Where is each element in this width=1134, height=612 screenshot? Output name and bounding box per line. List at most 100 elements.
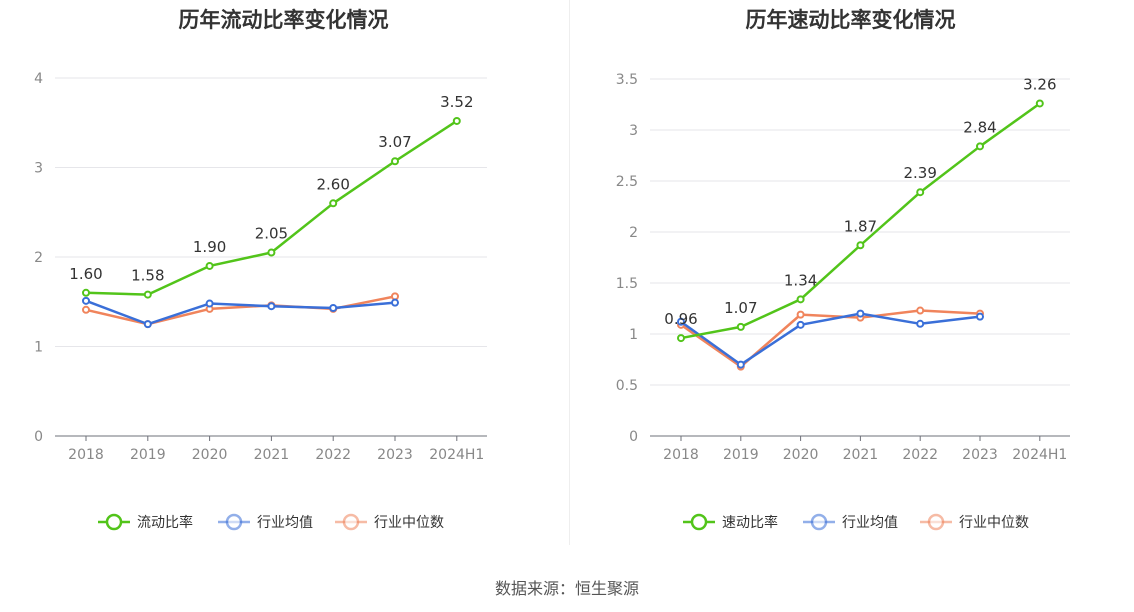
quick-ratio-panel: 历年速动比率变化情况 0 0.5 1 1.5 2 2.5 3 3.5 2018 2019 2020 2… — [567, 0, 1134, 560]
quick-ratio-chart: 0 0.5 1 1.5 2 2.5 3 3.5 2018 2019 2020 2021 2022 2023… — [616, 72, 1070, 531]
data-point — [391, 157, 399, 166]
data-point — [391, 298, 399, 307]
current-ratio-panel: 历年流动比率变化情况 0 1 2 3 4 2018 2019 2020 2021 2022 2023… — [0, 0, 567, 560]
legend-label: 行业均值 — [257, 515, 313, 531]
y-tick-label: 2 — [629, 225, 638, 241]
data-label: 2.39 — [903, 164, 936, 182]
data-point — [856, 241, 865, 250]
x-tick-label: 2021 — [843, 447, 879, 463]
data-label: 2.60 — [316, 175, 349, 193]
legend-item[interactable]: 流动比率 — [98, 513, 193, 531]
chart-title: 历年流动比率变化情况 — [178, 8, 389, 32]
legend-label: 行业中位数 — [959, 515, 1029, 531]
current-ratio-chart: 0 1 2 3 4 2018 2019 2020 2021 2022 2023 2024H1 1.60 1… — [34, 71, 487, 531]
data-point — [82, 288, 90, 297]
x-tick-label: 2024H1 — [1012, 447, 1067, 463]
data-point — [736, 322, 745, 331]
x-tick-label: 2024H1 — [429, 447, 484, 463]
legend-marker — [105, 513, 123, 531]
y-tick-label: 0 — [629, 429, 638, 445]
data-point — [856, 309, 865, 318]
y-tick-label: 3.5 — [616, 72, 638, 88]
data-label: 3.52 — [440, 93, 473, 111]
y-tick-label: 2.5 — [616, 174, 638, 190]
data-label: 3.26 — [1023, 75, 1056, 93]
data-point — [976, 312, 984, 321]
x-tick-label: 2019 — [723, 447, 759, 463]
series-line — [85, 295, 396, 326]
data-point — [916, 306, 925, 315]
legend-item[interactable]: 行业中位数 — [335, 513, 444, 531]
data-point — [677, 317, 685, 326]
data-point — [452, 116, 461, 125]
legend-label: 速动比率 — [722, 514, 778, 531]
data-point — [143, 290, 152, 299]
data-point — [677, 334, 685, 343]
data-point — [916, 188, 925, 197]
x-tick-label: 2022 — [315, 447, 351, 463]
data-point — [796, 310, 805, 319]
legend-item[interactable]: 行业中位数 — [920, 513, 1029, 531]
y-tick-label: 0 — [34, 429, 43, 445]
x-tick-label: 2018 — [663, 447, 699, 463]
x-tick-label: 2020 — [783, 447, 819, 463]
data-label: 1.60 — [69, 265, 102, 283]
y-tick-label: 2 — [34, 250, 43, 266]
data-point — [796, 320, 805, 329]
data-label: 2.05 — [255, 225, 288, 243]
x-tick-label: 2021 — [254, 447, 290, 463]
data-label: 1.07 — [724, 299, 757, 317]
data-point — [796, 295, 805, 304]
data-label: 1.34 — [784, 271, 817, 289]
legend-item[interactable]: 速动比率 — [683, 513, 778, 531]
data-label: 1.90 — [193, 238, 226, 256]
data-label: 3.07 — [378, 133, 411, 151]
data-label: 1.58 — [131, 267, 164, 285]
data-point — [205, 299, 214, 308]
y-tick-label: 1 — [629, 327, 638, 343]
legend-label: 行业中位数 — [374, 515, 444, 531]
panel-divider — [569, 0, 570, 545]
data-point — [916, 319, 925, 328]
legend-marker — [225, 513, 243, 531]
x-tick-label: 2020 — [192, 447, 228, 463]
x-tick-label: 2023 — [962, 447, 998, 463]
data-label: 0.96 — [664, 310, 697, 328]
data-point — [143, 320, 152, 329]
y-tick-label: 1.5 — [616, 276, 638, 292]
data-point — [267, 248, 276, 257]
data-source: 数据来源：恒生聚源 — [494, 579, 639, 598]
legend-marker — [810, 513, 828, 531]
y-tick-label: 3 — [34, 161, 43, 177]
data-point — [1035, 99, 1044, 108]
y-tick-label: 4 — [34, 71, 43, 87]
data-point — [82, 305, 90, 314]
data-point — [267, 302, 276, 311]
data-point — [329, 199, 338, 208]
x-tick-label: 2022 — [902, 447, 938, 463]
y-tick-label: 1 — [34, 340, 43, 356]
x-tick-label: 2018 — [68, 447, 104, 463]
chart-title: 历年速动比率变化情况 — [745, 8, 956, 32]
data-point — [82, 296, 90, 305]
y-tick-label: 0.5 — [616, 378, 638, 394]
data-label: 2.84 — [963, 118, 996, 136]
x-tick-label: 2019 — [130, 447, 166, 463]
legend-marker — [342, 513, 360, 531]
legend-item[interactable]: 行业均值 — [803, 513, 898, 531]
x-tick-label: 2023 — [377, 447, 413, 463]
data-point — [391, 292, 399, 301]
legend-label: 行业均值 — [842, 515, 898, 531]
data-point — [205, 261, 214, 270]
legend-marker — [927, 513, 945, 531]
legend-item[interactable]: 行业均值 — [218, 513, 313, 531]
data-point — [329, 304, 338, 313]
data-point — [736, 360, 745, 369]
data-label: 1.87 — [844, 217, 877, 235]
legend-label: 流动比率 — [137, 514, 193, 531]
series-line — [680, 312, 981, 366]
legend-marker — [690, 513, 708, 531]
y-tick-label: 3 — [629, 123, 638, 139]
series-line — [85, 299, 396, 326]
series-line — [680, 309, 981, 368]
